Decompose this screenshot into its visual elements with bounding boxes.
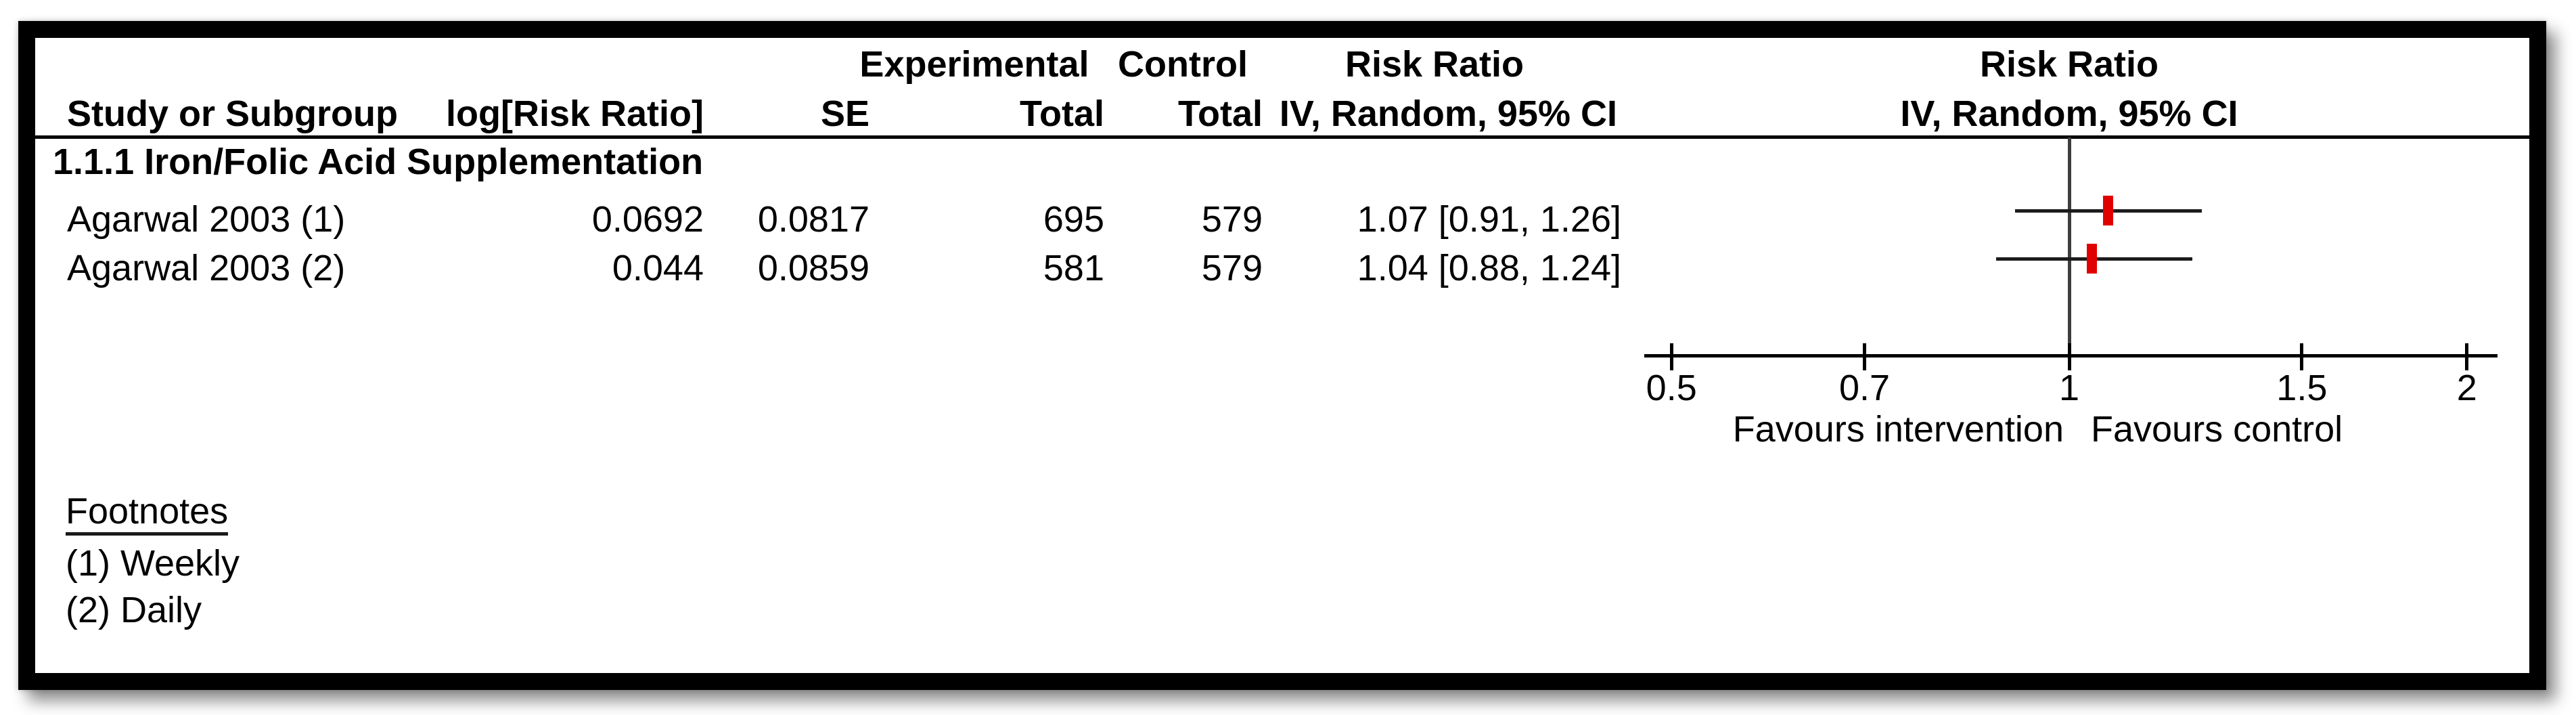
col-header-risk-ratio-plot: Risk Ratio xyxy=(1979,44,2159,85)
footnote-item: (2) Daily xyxy=(66,590,202,630)
axis-tick xyxy=(2067,343,2071,370)
total-control-value: 579 xyxy=(1201,248,1263,288)
col-header-total-control: Total xyxy=(1178,93,1263,134)
study-label: Agarwal 2003 (1) xyxy=(67,199,346,240)
null-effect-line xyxy=(2067,137,2071,358)
favours-control-label: Favours control xyxy=(2091,409,2343,450)
axis-tick-label: 0.7 xyxy=(1838,368,1891,408)
axis-tick xyxy=(2465,343,2469,370)
col-header-control: Control xyxy=(1118,44,1248,85)
col-header-total-experimental: Total xyxy=(1020,93,1104,134)
axis-tick-label: 0.5 xyxy=(1646,368,1697,408)
col-header-iv-random-ci-table: IV, Random, 95% CI xyxy=(1279,93,1617,134)
axis-tick-label: 1 xyxy=(2058,368,2080,408)
col-header-se: SE xyxy=(820,93,869,134)
axis-tick-label: 1.5 xyxy=(2276,368,2328,408)
col-header-risk-ratio-table: Risk Ratio xyxy=(1345,44,1524,85)
col-header-study-or-subgroup: Study or Subgroup xyxy=(67,93,398,134)
total-experimental-value: 581 xyxy=(1043,248,1104,288)
log-risk-ratio-value: 0.044 xyxy=(612,248,704,288)
x-axis-line xyxy=(1644,354,2498,358)
favours-intervention-label: Favours intervention xyxy=(1732,409,2064,450)
risk-ratio-ci-value: 1.04 [0.88, 1.24] xyxy=(1357,248,1621,288)
total-experimental-value: 695 xyxy=(1043,199,1104,240)
log-risk-ratio-value: 0.0692 xyxy=(591,199,704,240)
axis-tick xyxy=(2300,343,2304,370)
total-control-value: 579 xyxy=(1201,199,1263,240)
header-divider-line xyxy=(35,135,2529,139)
subgroup-heading: 1.1.1 Iron/Folic Acid Supplementation xyxy=(53,142,704,182)
risk-ratio-ci-value: 1.07 [0.91, 1.26] xyxy=(1357,199,1621,240)
footnotes-heading: Footnotes xyxy=(66,493,229,536)
axis-tick xyxy=(1669,343,1673,370)
col-header-experimental: Experimental xyxy=(859,44,1089,85)
col-header-iv-random-ci-plot: IV, Random, 95% CI xyxy=(1900,93,2238,134)
col-header-log-risk-ratio: log[Risk Ratio] xyxy=(445,93,704,134)
point-estimate-marker xyxy=(2086,244,2097,274)
se-value: 0.0817 xyxy=(757,199,869,240)
study-label: Agarwal 2003 (2) xyxy=(67,248,346,288)
axis-tick xyxy=(1863,343,1867,370)
se-value: 0.0859 xyxy=(757,248,869,288)
footnotes-heading-text: Footnotes xyxy=(66,493,229,536)
point-estimate-marker xyxy=(2102,196,2113,225)
footnote-item: (1) Weekly xyxy=(66,543,240,584)
axis-tick-label: 2 xyxy=(2456,368,2477,408)
